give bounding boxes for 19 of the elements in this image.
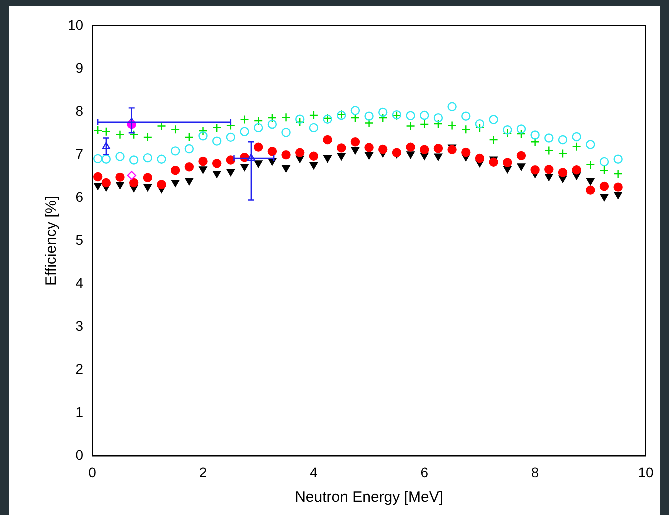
- x-tick-label: 0: [88, 464, 97, 480]
- y-tick-label: 1: [76, 404, 84, 420]
- y-tick-label: 4: [76, 274, 84, 291]
- y-tick-label: 10: [68, 16, 84, 33]
- y-tick-label: 3: [76, 318, 84, 334]
- y-tick-label: 2: [76, 361, 84, 378]
- x-axis-title: Neutron Energy [MeV]: [295, 489, 444, 506]
- y-tick-label: 0: [76, 447, 84, 464]
- y-tick-label: 9: [76, 60, 84, 76]
- y-tick-label: 6: [76, 188, 84, 205]
- x-tick-label: 4: [310, 464, 318, 480]
- x-tick-label: 10: [638, 464, 654, 480]
- y-tick-label: 5: [76, 232, 84, 248]
- x-tick-label: 8: [531, 464, 540, 480]
- x-tick-label: 2: [199, 464, 208, 480]
- x-tick-label: 6: [420, 464, 429, 480]
- y-axis-title: Efficiency [%]: [43, 196, 60, 286]
- y-tick-label: 8: [76, 102, 84, 119]
- y-tick-label: 7: [76, 146, 84, 162]
